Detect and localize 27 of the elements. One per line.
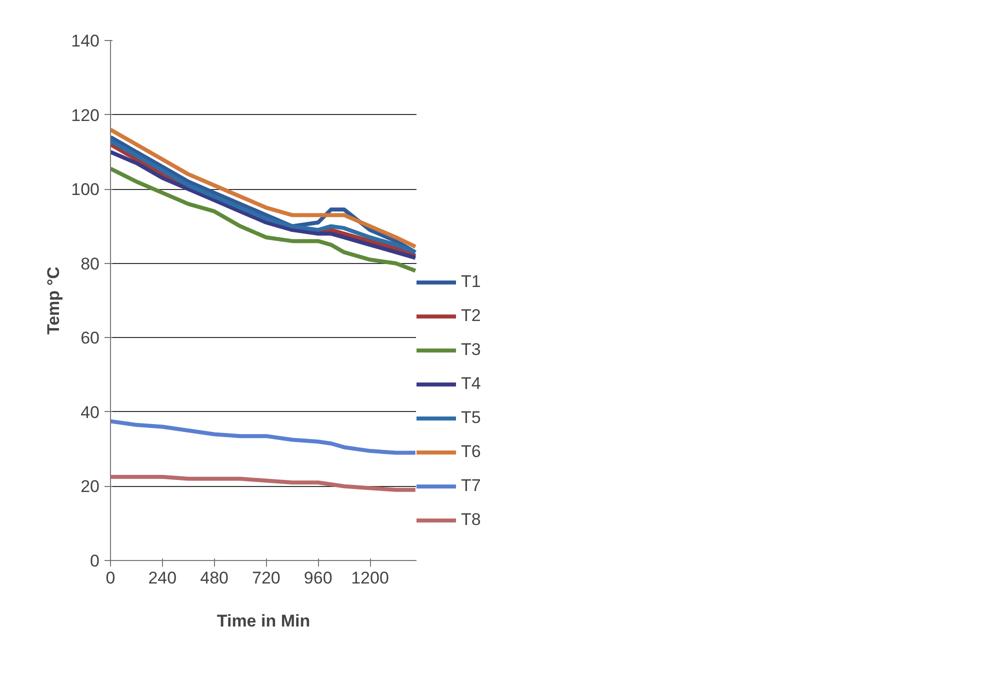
x-tick-label: 960 [304,568,332,588]
legend-label: T5 [461,408,481,428]
x-tick-label: 720 [252,568,280,588]
legend-label: T7 [461,476,481,496]
y-tick-label: 0 [90,552,100,570]
legend-label: T1 [461,272,481,292]
line-series [110,166,416,273]
x-tick-label: 240 [148,568,177,588]
x-tick-label: 480 [200,568,228,588]
y-tick-label: 140 [71,32,100,50]
legend-label: T4 [461,374,481,394]
x-tick-label: 0 [106,568,116,588]
y-axis-title: Temp °C [44,266,64,334]
line-series [110,474,416,492]
x-tick-label: 1200 [351,568,389,588]
legend-label: T2 [461,306,481,326]
y-tick-label: 40 [80,402,100,422]
y-tick-label: 20 [80,477,100,496]
y-tick-label: 120 [71,106,100,125]
y-tick-label: 100 [71,180,100,200]
y-tick-label: 60 [80,328,100,348]
legend-label: T3 [461,340,481,360]
line-series [110,419,416,455]
x-axis-title: Time in Min [216,612,310,630]
legend-label: T6 [461,442,481,462]
y-tick-label: 80 [80,254,100,274]
legend-label: T8 [461,510,481,530]
